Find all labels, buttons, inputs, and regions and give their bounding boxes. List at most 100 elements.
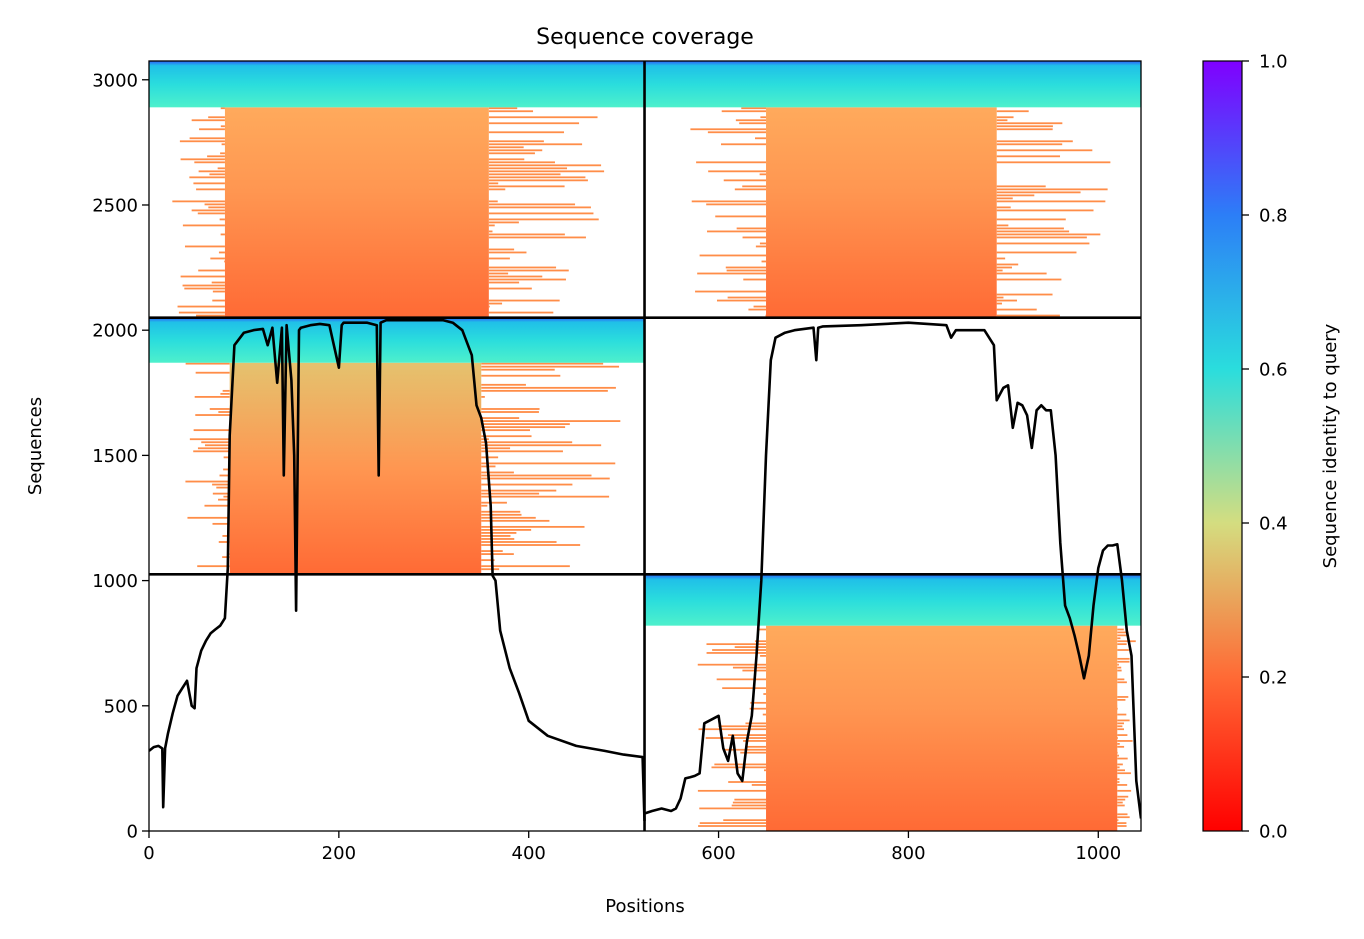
coverage-lines [149,318,1141,822]
coverage-row [222,535,230,537]
coverage-row [1117,822,1127,824]
coverage-row [481,513,522,516]
coverage-row [1117,669,1122,672]
colorbar-label: Sequence identity to query [1320,323,1341,568]
coverage-row [481,386,616,389]
colorbar-tick-label: 0.2 [1259,668,1288,689]
coverage-row [716,299,767,302]
coverage-row [1117,722,1124,725]
coverage-row [1117,631,1127,634]
coverage-row [488,176,586,179]
coverage-row [198,269,225,272]
coverage-row [720,143,767,146]
coverage-row [204,504,230,507]
coverage-row [763,693,767,695]
coverage-row [488,179,588,182]
coverage-row [199,128,225,131]
coverage-row [481,423,570,426]
coverage-row [191,209,225,212]
coverage-row [1117,766,1120,769]
coverage-row [735,119,767,122]
coverage-row [488,233,565,236]
coverage-row [996,200,1106,203]
coverage-row [996,140,1073,143]
coverage-row [193,429,230,432]
coverage-row [1117,707,1118,710]
coverage-row [193,450,230,453]
coverage-row [223,468,230,471]
coverage-row [177,305,225,308]
coverage-row [488,281,520,284]
coverage-row [1117,725,1123,728]
coverage-row [488,167,568,170]
coverage-row [1117,728,1125,731]
coverage-row [488,200,498,203]
coverage-row [1117,804,1125,807]
coverage-row [750,701,767,704]
coverage-row [697,663,767,666]
coverage-row [481,420,621,422]
coverage-row [1117,663,1119,666]
coverage-row [488,122,580,125]
coverage-row [481,525,585,528]
coverage-row [996,128,1053,131]
coverage-row [212,290,225,293]
coverage-row [996,263,1019,266]
coverage-row [488,221,519,224]
coverage-row [488,116,598,119]
coverage-row [718,725,767,728]
coverage-row [1117,696,1129,698]
coverage-row [481,532,517,534]
coverage-row [996,119,1008,122]
coverage-row [1117,681,1127,684]
coverage-row [748,308,767,311]
x-axis-label: Positions [605,896,684,917]
coverage-line [149,318,646,822]
coverage-row [996,236,1087,239]
plot-frame [148,60,1142,832]
coverage-row [716,678,767,681]
coverage-row [488,224,495,227]
coverage-block [644,61,1141,318]
coverage-row [481,447,511,450]
coverage-row [1117,628,1124,631]
coverage-row [996,155,1061,158]
coverage-row [699,807,767,810]
coverage-row [193,182,225,185]
coverage-row [481,389,608,392]
coverage-row [1117,660,1130,663]
coverage-row [481,559,495,562]
coverage-row [755,137,767,140]
coverage-row [195,414,230,416]
x-tick-label: 400 [512,843,546,864]
coverage-row [187,516,230,519]
coverage-row [481,528,532,531]
coverage-row [209,173,225,176]
coverage-row [481,492,540,495]
coverage-row [1117,699,1126,701]
coverage-row [481,362,604,365]
coverage-row [488,272,509,275]
coverage-row [1117,649,1129,651]
coverage-row [1117,737,1118,739]
coverage-row [996,302,1002,305]
coverage-row [728,781,767,783]
coverage-row [209,408,230,410]
coverage-row [207,155,225,158]
coverage-row [996,149,1093,152]
coverage-row [488,218,599,221]
coverage-row [745,745,767,748]
coverage-row [178,311,225,314]
coverage-row [196,188,225,191]
coverage-row [488,110,534,113]
y-tick-label: 500 [104,696,138,717]
coverage-core [766,107,997,318]
coverage-row [996,218,1066,221]
coverage-row [996,185,1046,188]
high-identity-rows [644,61,1141,108]
coverage-row [481,565,570,568]
coverage-row [223,456,230,459]
coverage-row [711,766,767,769]
coverage-row [481,383,526,386]
coverage-row [185,362,230,365]
